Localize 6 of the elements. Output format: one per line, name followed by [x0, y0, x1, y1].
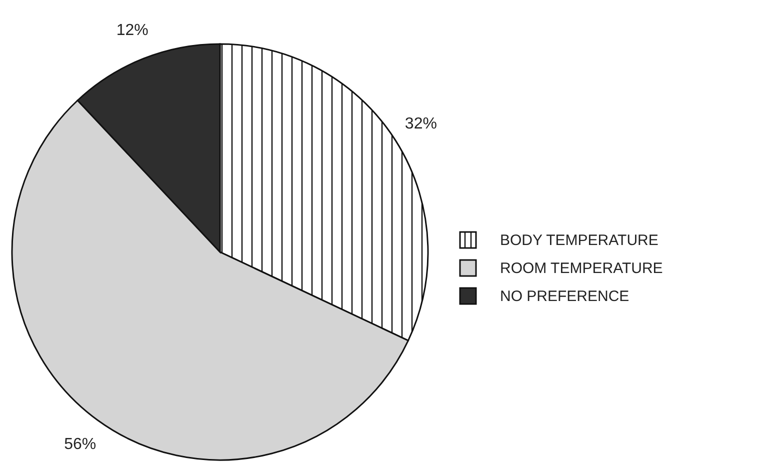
legend-label: ROOM TEMPERATURE: [500, 260, 663, 277]
data-label: 32%: [404, 116, 437, 133]
data-label: 12%: [116, 22, 148, 39]
legend-label: NO PREFERENCE: [500, 288, 630, 305]
data-label: 56%: [64, 436, 96, 453]
legend-label: BODY TEMPERATURE: [500, 232, 658, 249]
